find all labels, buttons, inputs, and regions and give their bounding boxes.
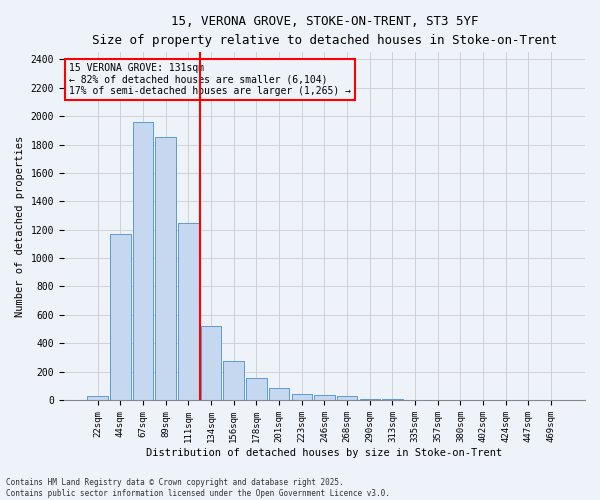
Bar (314, 395, 335, 400)
Bar (178, 224, 199, 400)
Bar (201, 326, 221, 400)
Bar (155, 137, 176, 400)
Y-axis label: Number of detached properties: Number of detached properties (15, 136, 25, 317)
Bar (269, 388, 289, 400)
Bar (133, 122, 153, 400)
X-axis label: Distribution of detached houses by size in Stoke-on-Trent: Distribution of detached houses by size … (146, 448, 503, 458)
Text: Contains HM Land Registry data © Crown copyright and database right 2025.
Contai: Contains HM Land Registry data © Crown c… (6, 478, 390, 498)
Bar (246, 378, 266, 400)
Bar (359, 398, 380, 400)
Title: 15, VERONA GROVE, STOKE-ON-TRENT, ST3 5YF
Size of property relative to detached : 15, VERONA GROVE, STOKE-ON-TRENT, ST3 5Y… (92, 15, 557, 47)
Bar (292, 394, 312, 400)
Bar (110, 234, 131, 400)
Bar (88, 396, 108, 400)
Bar (223, 361, 244, 400)
Text: 15 VERONA GROVE: 131sqm
← 82% of detached houses are smaller (6,104)
17% of semi: 15 VERONA GROVE: 131sqm ← 82% of detache… (69, 63, 351, 96)
Bar (337, 396, 357, 400)
